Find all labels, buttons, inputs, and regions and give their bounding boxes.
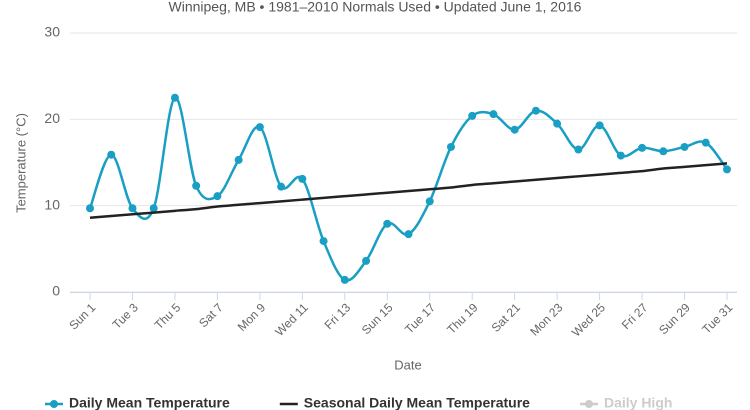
point-marker — [213, 192, 222, 201]
y-tick-label: 0 — [52, 283, 60, 299]
point-marker — [192, 181, 201, 190]
point-marker — [680, 142, 689, 151]
point-marker — [340, 275, 349, 284]
point-marker — [701, 138, 710, 147]
x-tick-label: Wed 25 — [569, 300, 608, 339]
point-marker — [234, 155, 243, 164]
point-marker — [170, 93, 179, 102]
point-marker — [659, 147, 668, 156]
point-marker — [553, 119, 562, 128]
point-marker — [616, 151, 625, 160]
point-marker — [468, 111, 477, 120]
y-axis-label: Temperature (°C) — [13, 113, 28, 213]
x-tick-label: Sat 21 — [489, 300, 524, 335]
point-marker — [255, 123, 264, 132]
point-marker — [107, 150, 116, 159]
x-tick-label: Fri 13 — [322, 300, 354, 332]
x-axis-label: Date — [394, 357, 421, 372]
x-tick-label: Thu 19 — [444, 300, 481, 337]
legend-label[interactable]: Daily High — [604, 395, 672, 410]
point-marker — [362, 256, 371, 265]
chart-subtitle: Winnipeg, MB • 1981–2010 Normals Used • … — [169, 0, 582, 15]
point-marker — [128, 204, 137, 213]
x-tick-label: Thu 5 — [152, 300, 184, 332]
point-marker — [489, 110, 498, 119]
series-line — [89, 162, 728, 219]
point-marker — [383, 219, 392, 228]
point-marker — [574, 145, 583, 154]
point-marker — [404, 230, 413, 239]
point-marker — [319, 237, 328, 246]
point-marker — [638, 143, 647, 152]
point-marker — [149, 204, 158, 213]
y-tick-label: 20 — [44, 110, 60, 126]
x-tick-label: Tue 3 — [110, 300, 142, 332]
point-marker — [723, 165, 731, 174]
point-marker — [531, 106, 540, 115]
x-tick-label: Tue 17 — [402, 300, 438, 336]
y-tick-label: 30 — [44, 24, 60, 40]
legend-label[interactable]: Seasonal Daily Mean Temperature — [304, 395, 530, 410]
y-tick-label: 10 — [44, 196, 60, 212]
point-marker — [86, 204, 94, 213]
x-tick-label: Sun 1 — [66, 300, 98, 332]
x-tick-label: Sun 15 — [359, 300, 396, 337]
point-marker — [298, 174, 307, 183]
point-marker — [425, 197, 434, 206]
x-tick-label: Mon 23 — [527, 300, 565, 338]
legend-label[interactable]: Daily Mean Temperature — [69, 395, 230, 410]
x-tick-label: Fri 27 — [619, 300, 651, 332]
point-marker — [446, 142, 455, 151]
point-marker — [510, 125, 519, 134]
legend-marker — [50, 400, 58, 408]
legend-marker — [584, 400, 593, 408]
x-tick-label: Wed 11 — [272, 300, 311, 339]
x-tick-label: Mon 9 — [235, 300, 269, 334]
x-tick-label: Tue 31 — [699, 300, 735, 336]
point-marker — [595, 121, 604, 130]
x-tick-label: Sun 29 — [656, 300, 693, 337]
point-marker — [277, 182, 286, 191]
x-tick-label: Sat 7 — [196, 300, 226, 330]
series-line — [88, 96, 729, 282]
